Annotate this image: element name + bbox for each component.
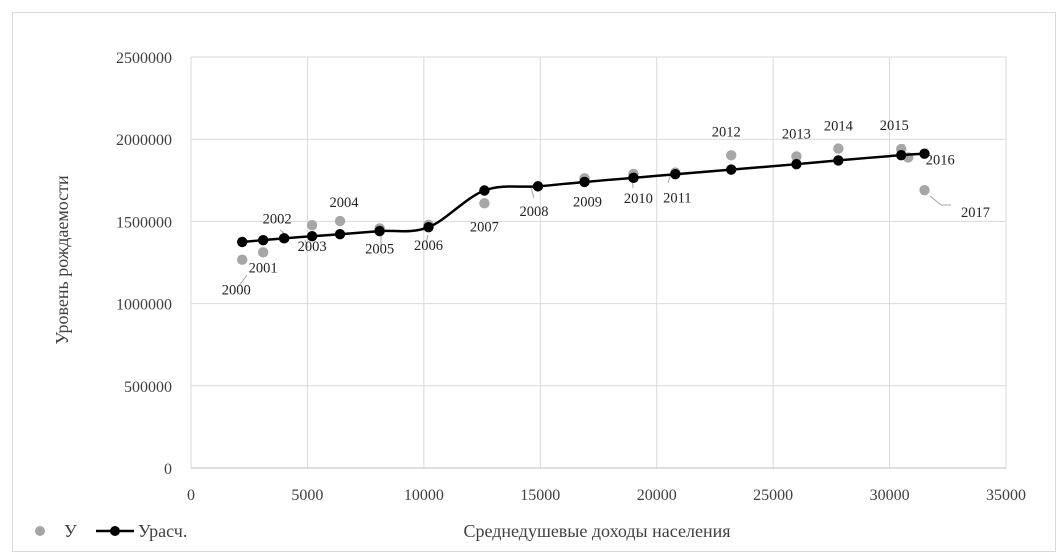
point-y-2004 [334, 215, 346, 227]
point-ycalc [334, 229, 346, 240]
data-label-2011: 2011 [663, 191, 691, 207]
data-label-2015: 2015 [880, 118, 909, 134]
legend-marker-y [35, 526, 45, 536]
y-tick-labels: 0 500000 1000000 1500000 2000000 2500000 [116, 50, 172, 478]
data-label-2006: 2006 [414, 238, 443, 254]
y-tick-label: 2000000 [116, 132, 172, 149]
leader-line-2008 [530, 187, 535, 199]
data-label-2002: 2002 [263, 211, 292, 227]
point-y-2012 [726, 150, 737, 161]
point-ycalc [306, 230, 318, 242]
y-tick-label: 1000000 [116, 297, 172, 314]
point-ycalc [896, 149, 907, 161]
x-tick-label: 25000 [753, 487, 793, 504]
series-ycalc-line [237, 148, 930, 248]
point-ycalc [791, 158, 802, 170]
data-label-2001: 2001 [249, 260, 278, 276]
point-ycalc [532, 181, 544, 192]
gridlines [191, 56, 1007, 468]
x-tick-label: 20000 [637, 487, 677, 504]
point-ycalc [278, 233, 290, 244]
data-label-2004: 2004 [330, 195, 360, 211]
point-ycalc [628, 172, 639, 184]
data-label-2007: 2007 [470, 219, 499, 235]
data-label-2009: 2009 [573, 194, 602, 210]
legend-marker-ycalc [110, 526, 120, 536]
legend: У Урасч. [35, 521, 187, 541]
data-label-2013: 2013 [782, 126, 811, 142]
x-tick-label: 10000 [404, 487, 444, 504]
x-tick-label: 0 [187, 487, 195, 504]
y-tick-label: 2500000 [116, 50, 172, 67]
point-y-2014 [833, 143, 844, 154]
data-label-2000: 2000 [222, 283, 251, 299]
y-tick-label: 0 [164, 461, 172, 478]
y-tick-label: 1500000 [116, 214, 172, 231]
legend-label-ycalc: Урасч. [138, 521, 187, 541]
point-ycalc [257, 234, 269, 246]
x-tick-label: 35000 [986, 487, 1026, 504]
x-tick-label: 15000 [520, 487, 560, 504]
point-ycalc [833, 155, 844, 166]
leader-line-2017 [929, 195, 951, 206]
point-y-2007 [479, 198, 490, 209]
point-y-2013 [791, 151, 802, 162]
x-tick-label: 30000 [870, 487, 910, 504]
data-label-2003: 2003 [298, 239, 327, 255]
x-tick-label: 5000 [291, 487, 323, 504]
data-label-2012: 2012 [712, 124, 741, 140]
chart-frame [12, 12, 1056, 552]
point-ycalc [423, 221, 434, 233]
data-label-2010: 2010 [624, 191, 653, 207]
x-tick-labels: 0 5000 10000 15000 20000 25000 30000 35000 [187, 487, 1026, 504]
point-y-2001 [257, 247, 269, 258]
point-ycalc [479, 185, 490, 196]
point-ycalc [670, 169, 681, 180]
point-y-2017 [919, 184, 930, 196]
axes [190, 57, 1006, 469]
data-label-2005: 2005 [365, 241, 394, 257]
point-y-2000 [237, 254, 248, 265]
leader-line-2003 [304, 239, 309, 249]
leader-line-2000 [238, 274, 248, 287]
point-ycalc [579, 176, 590, 188]
point-ycalc [919, 148, 930, 159]
data-labels: 2000 2001 2002 2003 2004 2005 2006 2007 2008 2009… [222, 118, 990, 299]
y-axis-title: Уровень рождаемости [52, 175, 72, 345]
data-label-2014: 2014 [824, 119, 854, 135]
x-axis-title: Среднедушевые доходы населения [464, 521, 731, 541]
point-ycalc [237, 236, 248, 248]
data-label-2008: 2008 [519, 204, 548, 220]
data-label-2017: 2017 [961, 205, 990, 221]
leader-line-2006 [425, 234, 429, 244]
y-tick-label: 500000 [124, 379, 172, 396]
point-y-2003 [306, 219, 318, 231]
point-ycalc [726, 164, 737, 175]
legend-label-y: У [64, 521, 77, 541]
data-label-leaders [238, 144, 951, 287]
data-label-2016: 2016 [926, 152, 955, 168]
point-ycalc [374, 225, 385, 237]
